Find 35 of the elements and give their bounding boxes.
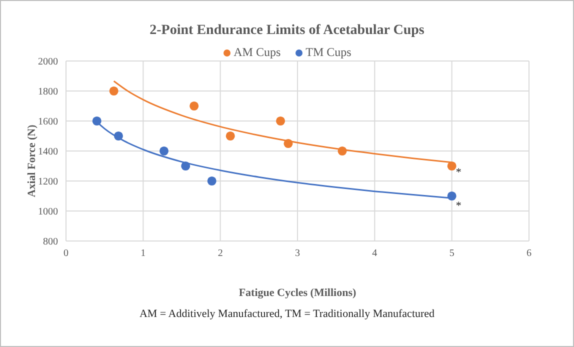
point xyxy=(447,191,456,201)
y-tick-label: 1000 xyxy=(38,206,58,218)
x-tick-label: 5 xyxy=(449,248,454,260)
x-tick-label: 1 xyxy=(140,248,146,260)
point xyxy=(338,146,347,156)
point xyxy=(109,86,118,96)
point xyxy=(190,101,199,111)
point xyxy=(92,116,102,126)
y-tick-label: 1200 xyxy=(38,176,58,188)
point xyxy=(181,161,190,171)
annotation: * xyxy=(456,200,462,212)
point xyxy=(447,161,456,171)
y-tick-label: 1600 xyxy=(38,116,58,128)
x-axis-title: Fatigue Cycles (Millions) xyxy=(238,287,356,299)
legend-label: TM Cups xyxy=(304,45,352,60)
y-tick-label: 800 xyxy=(43,236,58,248)
annotation: * xyxy=(456,166,462,179)
chart-title: 2-Point Endurance Limits of Acetabular Cups xyxy=(148,23,426,39)
text: AM = Additively Manufactured, TM = Traditionally Manufactured xyxy=(138,308,436,320)
x-tick-label: 2 xyxy=(218,248,223,260)
point xyxy=(159,146,169,156)
point xyxy=(114,131,123,141)
x-tick-label: 4 xyxy=(372,248,378,260)
point xyxy=(207,176,216,186)
legend-label: AM Cups xyxy=(232,45,281,60)
point xyxy=(226,131,235,141)
y-tick-label: 2000 xyxy=(38,56,58,68)
y-tick-label: 1400 xyxy=(38,146,58,158)
x-tick-label: 0 xyxy=(64,248,68,260)
x-tick-label: 3 xyxy=(295,248,300,260)
x-tick-label: 6 xyxy=(526,248,532,260)
point xyxy=(284,138,293,148)
y-tick-label: 1800 xyxy=(38,86,58,98)
y-axis-title: Axial Force (N) xyxy=(26,124,38,198)
point xyxy=(276,116,286,126)
